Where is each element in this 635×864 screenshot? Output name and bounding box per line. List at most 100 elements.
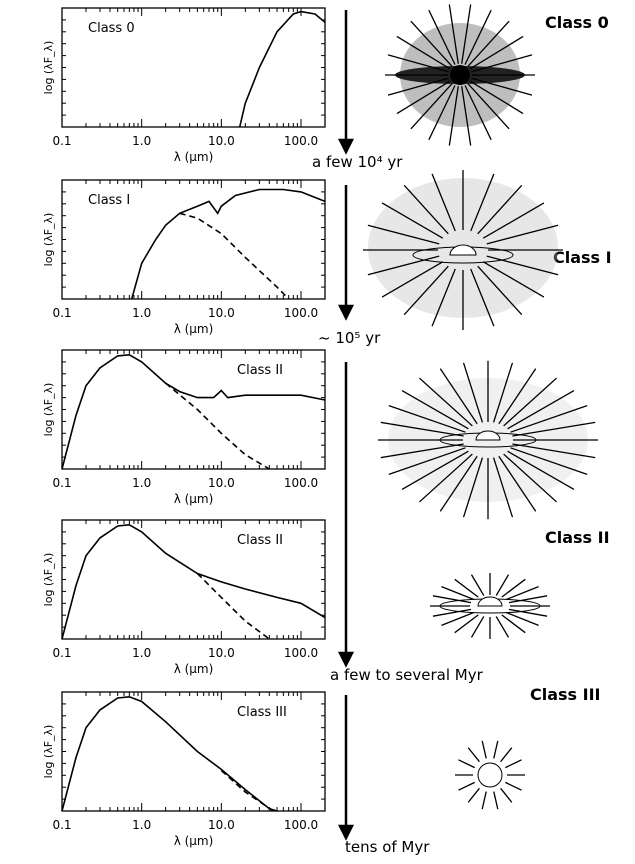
ray (507, 390, 575, 430)
ray (441, 611, 475, 627)
ray (428, 85, 456, 141)
ray (410, 83, 453, 130)
x-tick-label: 0.1 (52, 646, 71, 660)
ray (493, 791, 499, 810)
ray (505, 781, 522, 791)
ray (432, 608, 472, 617)
x-axis-label: λ (μm) (174, 322, 214, 336)
ray (507, 450, 575, 490)
ray (508, 595, 548, 604)
ray (493, 740, 499, 759)
ray (495, 574, 510, 596)
x-tick-label: 0.1 (52, 818, 71, 832)
ray (501, 614, 526, 634)
ray (461, 4, 472, 64)
ray (486, 255, 559, 276)
ray (454, 578, 479, 598)
ray (470, 268, 495, 327)
ray (388, 405, 466, 433)
x-tick-label: 1.0 (132, 306, 151, 320)
age-label: ~ 10⁵ yr (318, 329, 381, 347)
ray (367, 224, 440, 245)
ray (403, 184, 449, 235)
panel-label: Class II (237, 533, 283, 548)
ray (470, 616, 485, 638)
ray (501, 578, 526, 598)
class-label: Class 0 (545, 13, 609, 32)
age-label: a few 10⁴ yr (312, 153, 403, 171)
ray (481, 791, 487, 810)
class-label: Class II (545, 528, 610, 547)
y-axis-label: log (λF_λ) (42, 41, 55, 95)
ray (439, 368, 478, 425)
ray (467, 747, 480, 763)
x-axis-label: λ (μm) (174, 834, 214, 848)
protostar (477, 596, 503, 607)
ray (500, 747, 513, 763)
y-axis-label: log (λF_λ) (42, 213, 55, 267)
x-tick-label: 0.1 (52, 306, 71, 320)
ray (512, 443, 596, 459)
class-label: Class III (530, 685, 601, 704)
photosphere-line (220, 769, 274, 812)
illustrations (363, 4, 598, 810)
x-tick-label: 1.0 (132, 476, 151, 490)
sed-line (130, 188, 326, 300)
ray (380, 421, 464, 437)
age-label: a few to several Myr (330, 666, 484, 684)
sed-line (238, 10, 326, 128)
ray (432, 595, 472, 604)
ray (467, 83, 510, 130)
ray (431, 173, 456, 232)
ray (477, 184, 523, 235)
sed-line (61, 695, 278, 812)
y-axis-label: log (λF_λ) (42, 725, 55, 779)
ray (471, 54, 533, 73)
x-tick-label: 100.0 (284, 476, 318, 490)
ray (505, 759, 522, 769)
ray (512, 421, 596, 437)
ray (467, 787, 480, 803)
protostar (449, 244, 477, 256)
ray (481, 740, 487, 759)
ray (498, 368, 537, 425)
ray (482, 261, 545, 298)
ray (492, 457, 514, 518)
ray (477, 265, 523, 316)
x-axis-label: λ (μm) (174, 662, 214, 676)
ray (458, 781, 475, 791)
ray (498, 455, 537, 512)
x-tick-label: 1.0 (132, 134, 151, 148)
ray (388, 447, 466, 475)
ray (396, 80, 451, 115)
ray (441, 585, 475, 601)
panel-label: Class I (88, 193, 130, 208)
ray (367, 255, 440, 276)
ray (486, 224, 559, 245)
protostar (475, 430, 501, 441)
ray (500, 787, 513, 803)
star (477, 762, 503, 788)
x-tick-label: 100.0 (284, 134, 318, 148)
ray (401, 390, 469, 430)
ray (471, 77, 533, 96)
y-axis-label: log (λF_λ) (42, 383, 55, 437)
x-axis-label: λ (μm) (174, 150, 214, 164)
x-axis-label: λ (μm) (174, 492, 214, 506)
ray (492, 362, 514, 423)
ray (508, 608, 548, 617)
y-axis-label: log (λF_λ) (42, 553, 55, 607)
x-tick-label: 100.0 (284, 646, 318, 660)
ray (503, 453, 558, 503)
panel-label: Class III (237, 705, 287, 720)
x-tick-label: 10.0 (208, 306, 235, 320)
time-arrows (337, 10, 355, 841)
ray (462, 362, 484, 423)
sed-line (61, 523, 326, 640)
class-label: Class I (553, 248, 612, 267)
sed-line (61, 353, 326, 470)
ray (439, 455, 478, 512)
photosphere-line (179, 212, 290, 300)
ray (469, 80, 524, 115)
